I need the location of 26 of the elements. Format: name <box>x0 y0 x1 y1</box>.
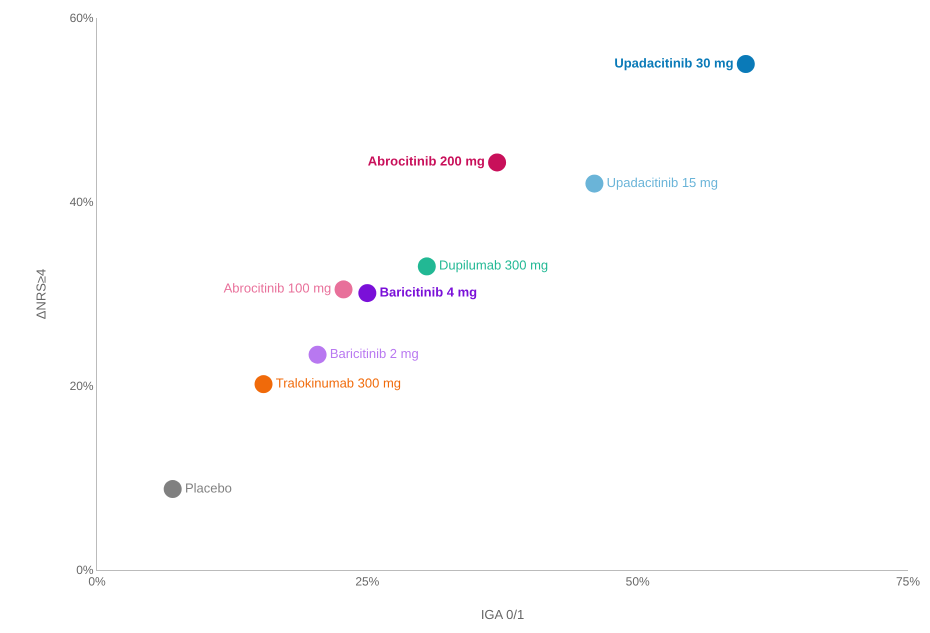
series-label: Abrocitinib 100 mg <box>224 280 332 296</box>
x-tick-label: 25% <box>355 574 380 588</box>
x-axis-title: IGA 0/1 <box>480 607 524 622</box>
series-label: Dupilumab 300 mg <box>439 258 548 273</box>
point <box>334 280 353 298</box>
point <box>418 257 436 276</box>
point <box>488 153 506 172</box>
point <box>585 174 604 193</box>
point <box>358 284 376 302</box>
x-tick-label: 75% <box>896 574 920 588</box>
series-label: Placebo <box>184 480 232 496</box>
point <box>736 55 755 73</box>
point <box>254 375 273 394</box>
y-tick-label: 40% <box>70 195 94 210</box>
series-label: Baricitinib 4 mg <box>380 284 478 300</box>
series-label: Abrocitinib 200 mg <box>368 154 485 169</box>
series-label: Baricitinib 2 mg <box>330 346 419 361</box>
x-tick-label: 50% <box>626 574 650 588</box>
y-tick-label: 20% <box>70 379 94 394</box>
series-label: Upadacitinib 15 mg <box>606 174 718 190</box>
point <box>308 346 327 364</box>
series-label: Tralokinumab 300 mg <box>276 375 402 390</box>
y-tick-label: 60% <box>70 11 94 26</box>
y-axis-title: ΔNRS≥4 <box>34 268 49 320</box>
series-label: Upadacitinib 30 mg <box>614 55 734 70</box>
point <box>164 480 182 498</box>
